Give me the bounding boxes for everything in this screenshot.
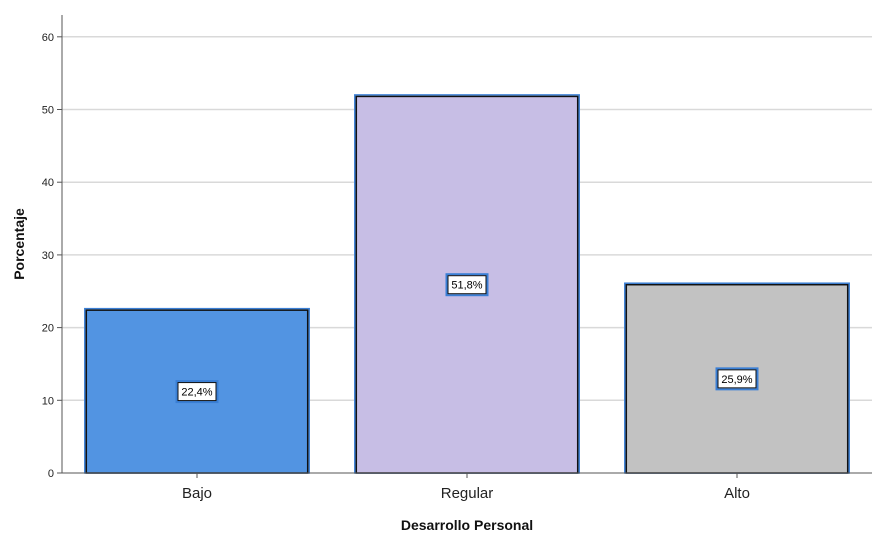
data-label: 25,9%: [721, 374, 752, 386]
y-tick-label: 10: [42, 395, 54, 407]
data-label: 51,8%: [451, 280, 482, 292]
data-label-highlight: [175, 380, 219, 404]
y-axis-ticks: 0 10 20 30 40 50 60: [42, 32, 62, 480]
data-labels: 22,4% 51,8% 25,9%: [175, 273, 759, 404]
x-axis-title: Desarrollo Personal: [401, 517, 533, 533]
y-tick-label: 20: [42, 323, 54, 335]
data-label-box: [717, 369, 757, 389]
x-category-label: Bajo: [182, 485, 212, 502]
data-label-highlight: [715, 367, 759, 391]
y-tick-label: 50: [42, 105, 54, 117]
data-label-highlight: [445, 273, 489, 297]
y-tick-label: 60: [42, 32, 54, 44]
y-axis-title: Porcentaje: [11, 208, 27, 280]
x-category-label: Alto: [724, 485, 750, 502]
x-category-label: Regular: [441, 485, 494, 502]
x-axis-categories: Bajo Regular Alto: [182, 473, 750, 502]
y-tick-label: 0: [48, 468, 54, 480]
y-tick-label: 40: [42, 177, 54, 189]
data-label: 22,4%: [181, 387, 212, 399]
y-tick-label: 30: [42, 250, 54, 262]
data-label-box: [447, 275, 487, 295]
data-label-box: [177, 382, 217, 402]
